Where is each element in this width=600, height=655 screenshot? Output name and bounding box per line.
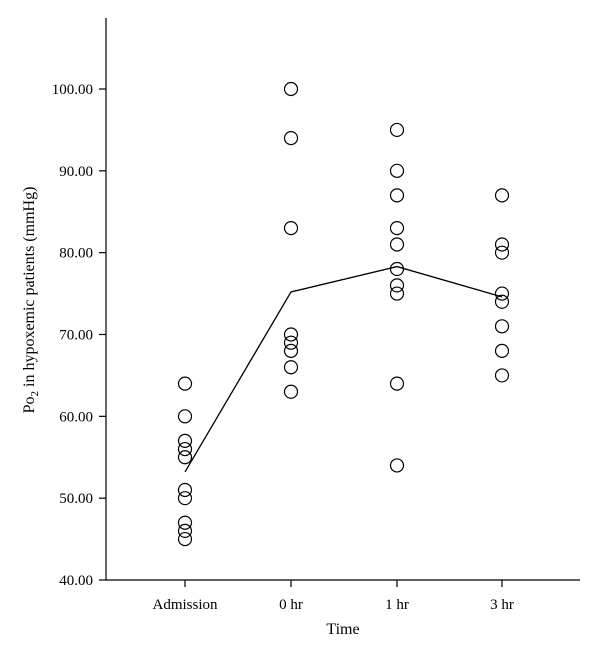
data-point — [389, 237, 405, 252]
x-tick-label: 0 hr — [279, 597, 303, 613]
y-axis-title-subscript: 2 — [29, 391, 41, 397]
data-point — [389, 221, 405, 236]
data-point — [283, 221, 299, 236]
y-tick-label: 50.00 — [59, 491, 93, 507]
data-point — [494, 286, 510, 301]
data-point — [283, 335, 299, 350]
data-point — [177, 441, 193, 457]
y-tick-label: 70.00 — [59, 328, 93, 344]
y-axis-title-main: Po — [21, 397, 38, 414]
y-tick-label: 90.00 — [59, 164, 93, 180]
data-point — [177, 515, 193, 530]
data-point — [177, 531, 193, 547]
data-point — [389, 122, 405, 138]
data-point — [177, 523, 193, 539]
data-point — [283, 327, 299, 342]
data-point — [283, 131, 299, 146]
data-point — [389, 278, 405, 293]
data-point — [494, 368, 510, 383]
x-ticks: Admission 0 hr 1 hr 3 hr — [152, 580, 514, 613]
data-point — [283, 343, 299, 358]
data-point — [177, 409, 193, 424]
data-point — [494, 188, 510, 203]
y-tick-label: 40.00 — [59, 573, 93, 589]
x-tick-label: Admission — [152, 597, 218, 613]
data-points — [177, 81, 510, 547]
data-point — [494, 237, 510, 252]
data-point — [177, 482, 193, 498]
axes — [105, 18, 580, 581]
y-tick-label: 100.00 — [52, 82, 93, 98]
data-point — [283, 360, 299, 375]
data-point — [494, 294, 510, 309]
y-ticks: 40.00 50.00 60.00 70.00 80.00 90.00 100.00 — [52, 82, 106, 589]
data-point — [494, 245, 510, 260]
y-tick-label: 60.00 — [59, 409, 93, 425]
data-point — [177, 491, 193, 506]
data-point — [389, 188, 405, 203]
data-point — [389, 286, 405, 301]
data-point — [494, 343, 510, 358]
mean-line — [184, 265, 503, 473]
data-point — [389, 261, 405, 277]
data-point — [177, 376, 193, 391]
x-axis-title: Time — [326, 621, 359, 638]
data-point — [389, 376, 405, 391]
data-point — [177, 433, 193, 448]
data-point — [389, 163, 405, 178]
x-tick-label: 3 hr — [490, 597, 514, 613]
data-point — [283, 81, 299, 97]
y-axis-title-rest: in hypoxemic patients (mmHg) — [21, 187, 38, 391]
y-tick-label: 80.00 — [59, 246, 93, 262]
data-point — [177, 450, 193, 465]
x-tick-label: 1 hr — [385, 597, 409, 613]
data-point — [389, 458, 405, 473]
mean-line-group — [184, 265, 503, 473]
data-point — [283, 384, 299, 399]
data-point — [494, 319, 510, 334]
y-axis-title: Po2 in hypoxemic patients (mmHg) — [21, 187, 41, 414]
